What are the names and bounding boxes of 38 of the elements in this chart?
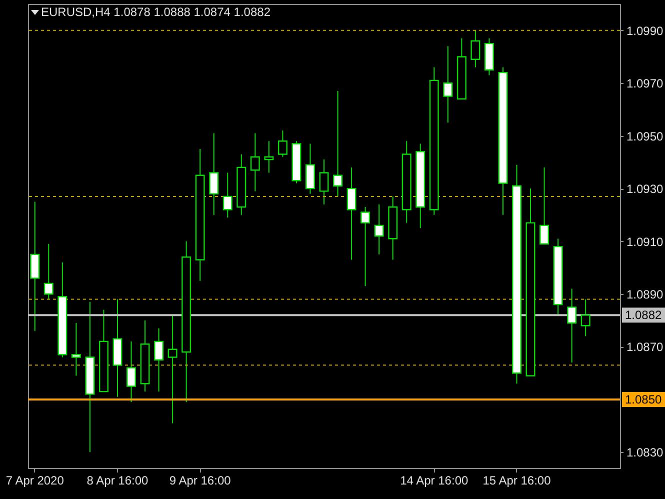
candlestick xyxy=(346,166,356,260)
candlestick xyxy=(319,159,329,205)
candlestick xyxy=(126,340,136,403)
x-tick-label: 15 Apr 16:00 xyxy=(482,474,552,488)
y-tick-label: 1.0950 xyxy=(626,129,664,144)
candlestick xyxy=(222,172,232,218)
candlestick xyxy=(360,206,370,287)
x-tick-label: 9 Apr 16:00 xyxy=(169,474,232,488)
candlestick xyxy=(540,166,550,245)
candlestick xyxy=(580,298,590,337)
candlestick xyxy=(30,201,40,332)
candlestick xyxy=(264,140,274,174)
candlestick xyxy=(168,314,178,424)
x-tick-label: 7 Apr 2020 xyxy=(6,474,64,488)
candlestick xyxy=(209,132,219,216)
candlestick xyxy=(333,90,342,197)
ref-line-label: 1.0850 xyxy=(625,392,662,406)
y-tick-label: 1.0990 xyxy=(626,24,664,38)
candlestick xyxy=(44,243,54,300)
candlestick xyxy=(470,30,480,68)
y-tick-label: 1.0970 xyxy=(626,76,664,91)
candlestick xyxy=(154,328,164,392)
y-tick-label: 1.0930 xyxy=(626,182,664,196)
candlestick xyxy=(278,130,288,158)
candlestick xyxy=(567,288,577,364)
x-tick-label: 14 Apr 16:00 xyxy=(400,474,468,488)
candlestick xyxy=(250,132,260,192)
candlestick xyxy=(71,322,81,376)
candlestick xyxy=(306,143,315,194)
y-tick-label: 1.0890 xyxy=(626,288,664,302)
candlestick xyxy=(374,204,384,255)
chart-title: EURUSD,H4 1.0878 1.0888 1.0874 1.0882 xyxy=(41,5,271,19)
ref-line-label: 1.0882 xyxy=(625,308,662,322)
y-tick-label: 1.0830 xyxy=(626,446,664,460)
y-tick-label: 1.0870 xyxy=(626,340,664,354)
candlestick xyxy=(443,46,453,124)
y-tick-label: 1.0910 xyxy=(626,234,664,249)
x-tick-label: 8 Apr 16:00 xyxy=(86,474,148,488)
